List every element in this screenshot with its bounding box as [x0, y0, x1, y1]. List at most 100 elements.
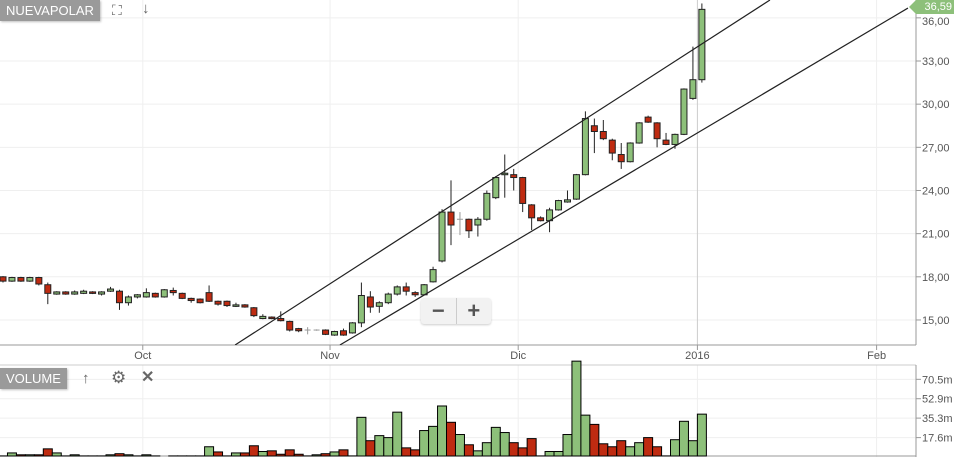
volume-bar	[544, 450, 555, 457]
candle-body	[241, 304, 249, 308]
candle-body	[375, 302, 383, 307]
volume-bar	[589, 423, 600, 457]
volume-bar	[114, 453, 125, 457]
price-tick-label: 24,00	[922, 185, 950, 197]
candle-body	[465, 218, 473, 232]
candle-body	[142, 292, 150, 298]
volume-bar	[419, 430, 430, 457]
gear-icon[interactable]: ⚙	[111, 368, 127, 387]
candle-body	[339, 330, 347, 336]
volume-bar	[607, 446, 618, 457]
candle-body	[492, 177, 500, 199]
candle-body	[519, 177, 527, 204]
candle-body	[71, 291, 79, 295]
trendline	[234, 0, 771, 345]
candle-body	[98, 291, 106, 295]
volume-bar	[670, 439, 680, 457]
candle-body	[268, 316, 276, 320]
volume-bar	[392, 411, 403, 457]
candle-body	[555, 200, 563, 211]
volume-bar	[248, 445, 259, 457]
volume-bar	[401, 447, 412, 457]
candle-body	[635, 122, 643, 144]
symbol-label: NUEVAPOLAR	[0, 0, 100, 21]
volume-bar	[383, 437, 394, 457]
candle-body	[53, 291, 61, 295]
volume-bar	[311, 454, 322, 457]
volume-bar	[616, 440, 627, 457]
candle-body	[124, 296, 132, 304]
price-tick-label: 15,00	[922, 315, 950, 327]
candle-body	[366, 296, 374, 308]
arrow-up-icon[interactable]: ↑	[82, 370, 90, 387]
volume-bar	[571, 360, 582, 457]
volume-bar	[472, 450, 483, 457]
candle-body	[411, 292, 419, 296]
candle-body	[232, 304, 240, 307]
volume-bar	[652, 446, 663, 457]
close-icon[interactable]: ✕	[141, 369, 155, 386]
volume-bar	[257, 450, 268, 457]
zoom-controls: − +	[421, 298, 491, 324]
volume-bar	[338, 449, 349, 457]
candle-body	[671, 133, 679, 145]
volume-bar	[428, 425, 439, 457]
volume-bar	[499, 432, 510, 457]
candle-body	[223, 300, 231, 307]
volume-bar	[481, 442, 492, 457]
candle-body	[169, 289, 177, 294]
volume-bar	[6, 452, 17, 457]
price-tick-label: 27,00	[922, 142, 950, 154]
fullscreen-icon[interactable]: ⛶	[112, 2, 122, 18]
candle-body	[259, 315, 267, 320]
time-tick-label: Nov	[320, 350, 340, 362]
volume-tick-label: 70.5m	[922, 374, 953, 386]
volume-bar	[105, 454, 116, 457]
volume-bar	[562, 434, 573, 457]
candle-body	[357, 295, 365, 324]
candle-body	[393, 286, 401, 295]
time-tick-label: Dic	[510, 350, 526, 362]
volume-bar	[374, 435, 385, 457]
candle-body	[626, 142, 634, 163]
candle-body	[644, 116, 652, 123]
time-tick-label: 2016	[685, 350, 709, 362]
volume-bar	[275, 453, 286, 457]
candle-body	[474, 218, 482, 226]
zoom-out-button[interactable]: −	[431, 298, 445, 323]
candle-body	[617, 154, 625, 163]
candle-body	[250, 307, 258, 317]
candle-body	[402, 286, 410, 292]
volume-bar	[123, 454, 134, 457]
candle-body	[196, 298, 204, 304]
candle-body	[501, 172, 509, 176]
candle-body	[17, 277, 25, 282]
volume-bar	[365, 440, 376, 457]
volume-bar	[213, 451, 224, 457]
arrow-down-icon[interactable]: ↓	[142, 0, 150, 17]
candle-body	[537, 217, 545, 222]
volume-bar	[51, 452, 62, 457]
candle-body	[8, 277, 16, 282]
candle-body	[35, 277, 43, 285]
price-tick-label: 18,00	[922, 272, 950, 284]
volume-bar	[634, 442, 645, 457]
volume-bar	[526, 438, 537, 457]
volume-tick-label: 52.9m	[922, 394, 953, 406]
candle-body	[62, 291, 70, 295]
candle-body	[115, 290, 123, 304]
candle-body	[0, 276, 7, 282]
volume-bar	[454, 434, 465, 457]
volume-bar	[42, 448, 53, 457]
volume-bar	[33, 454, 44, 457]
candle-body	[331, 330, 339, 336]
volume-bar	[284, 449, 295, 457]
candle-body	[662, 139, 670, 145]
zoom-in-button[interactable]: +	[455, 298, 492, 324]
volume-bar	[293, 453, 304, 457]
price-tick-label: 33,00	[922, 56, 950, 68]
candle-body	[26, 277, 34, 282]
volume-bar	[410, 449, 421, 457]
volume-bar	[204, 446, 215, 457]
